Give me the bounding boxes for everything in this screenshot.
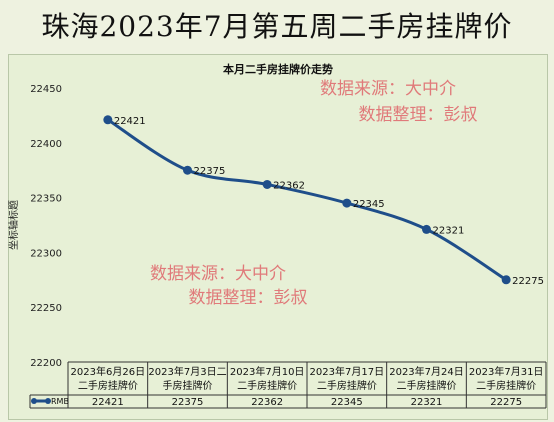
data-point [501, 275, 511, 285]
table-value: 22321 [411, 397, 443, 408]
y-tick-label: 22250 [30, 303, 62, 314]
data-label: 22421 [114, 116, 146, 127]
y-tick-label: 22300 [30, 248, 62, 259]
data-point [342, 198, 352, 208]
banner: 珠海2023年7月第五周二手房挂牌价 [0, 0, 554, 50]
table-value: 22345 [331, 397, 363, 408]
chart-area [8, 54, 548, 420]
data-label: 22345 [353, 199, 385, 210]
x-category-label-line2: 二手房挂牌价 [237, 379, 297, 392]
watermark-text: 数据来源：大中介 [320, 79, 456, 99]
y-tick-label: 22350 [30, 194, 62, 205]
table-value: 22421 [92, 397, 124, 408]
data-label: 22275 [512, 276, 544, 287]
x-category-label-line2: 二手房挂牌价 [317, 379, 377, 392]
data-point [103, 115, 113, 125]
series-line-rmb [107, 118, 507, 282]
legend-marker [45, 398, 51, 404]
y-axis-label: 坐标轴标题 [7, 200, 20, 250]
data-point [422, 224, 431, 234]
x-category-label-line1: 2023年7月17日 [310, 365, 385, 378]
data-label: 22362 [273, 180, 305, 191]
x-category-label-line1: 2023年6月26日 [71, 365, 146, 378]
x-category-label-line1: 2023年7月24日 [389, 365, 464, 378]
x-category-label-line2: 二手房挂牌价 [397, 379, 457, 392]
watermark-text: 数据整理：彭叔 [359, 105, 478, 125]
table-value: 22362 [251, 397, 283, 408]
watermark-text: 数据来源：大中介 [150, 264, 286, 284]
data-label: 22321 [433, 225, 465, 236]
table-value: 22275 [490, 397, 522, 408]
chart-title: 本月二手房挂牌价走势 [223, 62, 333, 76]
data-point [262, 179, 272, 189]
legend-marker [31, 398, 37, 404]
x-category-label-line2: 二手房挂牌价 [78, 379, 138, 392]
banner-title: 珠海2023年7月第五周二手房挂牌价 [41, 10, 513, 43]
x-category-label-line1: 2023年7月10日 [230, 365, 305, 378]
table-value: 22375 [172, 397, 204, 408]
x-category-label-line2: 手房挂牌价 [163, 379, 213, 392]
y-tick-label: 22200 [30, 358, 62, 369]
x-category-label-line1: 2023年7月3日二 [148, 365, 226, 378]
y-tick-label: 22400 [30, 139, 62, 150]
y-tick-label: 22450 [30, 84, 62, 95]
data-label: 22375 [194, 166, 226, 177]
legend-series-name: RMB [51, 397, 69, 406]
x-category-label-line1: 2023年7月31日 [469, 365, 544, 378]
x-category-label-line2: 二手房挂牌价 [476, 379, 536, 392]
data-point [183, 165, 192, 175]
watermark-text: 数据整理：彭叔 [189, 288, 308, 308]
